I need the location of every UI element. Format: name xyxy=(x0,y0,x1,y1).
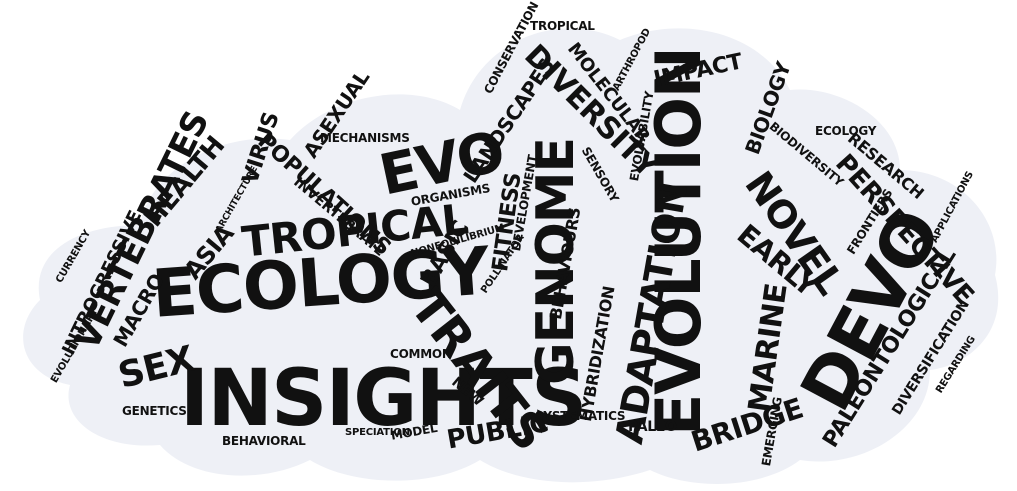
word-tropical-small: TROPICAL xyxy=(530,19,595,33)
word-paleo: PALEO xyxy=(628,419,677,435)
word-ecology-small: ECOLOGY xyxy=(815,124,877,138)
word-systematics: SYSTEMATICS xyxy=(535,409,626,423)
word-behavioral: BEHAVIORAL xyxy=(222,434,306,448)
word-mechanisms: MECHANISMS xyxy=(320,131,410,145)
word-common: COMMON xyxy=(390,347,452,361)
word-speciation: SPECIATION xyxy=(345,427,410,438)
word-insights: INSIGHTS xyxy=(180,354,587,444)
word-genetics: GENETICS xyxy=(122,404,187,418)
